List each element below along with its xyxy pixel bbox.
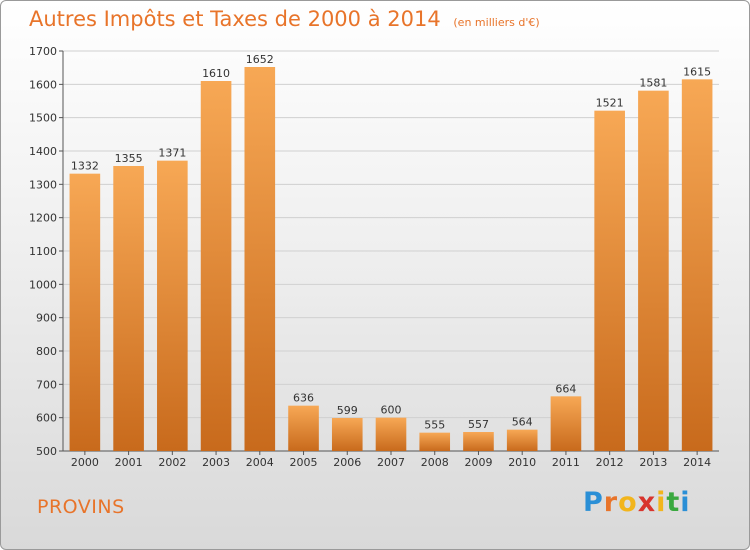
bar <box>419 432 451 451</box>
x-tick-label: 2008 <box>421 456 449 469</box>
y-tick-label: 1700 <box>29 45 57 58</box>
bar <box>331 418 363 451</box>
bar <box>594 110 625 452</box>
proxiti-logo: Proxiti <box>583 487 691 518</box>
y-tick-label: 1300 <box>29 178 57 191</box>
y-tick-label: 1000 <box>29 278 57 291</box>
x-tick-labels: 2000 2001 2002 2003 2004 2005 2006 2007 2008 2009… <box>71 456 711 469</box>
y-tick-label: 1100 <box>29 245 57 258</box>
chart-title: Autres Impôts et Taxes de 2000 à 2014 <box>29 7 441 31</box>
x-tick-label: 2007 <box>377 456 405 469</box>
bar <box>375 417 407 451</box>
y-tick-label: 700 <box>36 378 57 391</box>
data-label: 1615 <box>683 65 711 78</box>
y-tick-label: 900 <box>36 312 57 325</box>
x-tick-label: 2011 <box>552 456 580 469</box>
x-tick-label: 2001 <box>115 456 143 469</box>
bar <box>69 173 101 451</box>
x-tick-label: 2012 <box>596 456 624 469</box>
chart-unit: (en milliers d'€) <box>453 16 540 29</box>
x-tick-label: 2014 <box>683 456 711 469</box>
x-tick-label: 2000 <box>71 456 99 469</box>
data-label: 557 <box>468 418 489 431</box>
bars <box>69 67 713 452</box>
data-label: 600 <box>381 404 402 417</box>
data-labels: 1332 1355 1371 1610 1652 636 599 600 555 557 564 66… <box>71 53 711 432</box>
x-tick-label: 2002 <box>158 456 186 469</box>
x-tick-label: 2013 <box>639 456 667 469</box>
data-label: 555 <box>424 419 445 432</box>
y-tick-label: 800 <box>36 345 57 358</box>
data-label: 636 <box>293 392 314 405</box>
x-tick-label: 2010 <box>508 456 536 469</box>
y-tick-label: 1600 <box>29 78 57 91</box>
x-tick-label: 2005 <box>290 456 318 469</box>
x-tick-label: 2003 <box>202 456 230 469</box>
data-label: 564 <box>512 416 533 429</box>
x-tick-label: 2006 <box>333 456 361 469</box>
x-tick-label: 2004 <box>246 456 274 469</box>
data-label: 1332 <box>71 160 99 173</box>
bar <box>157 160 188 451</box>
bar <box>681 79 713 451</box>
data-label: 1355 <box>115 152 143 165</box>
place-name: PROVINS <box>37 496 125 518</box>
y-tick-label: 500 <box>36 445 57 458</box>
data-label: 1652 <box>246 53 274 66</box>
bar <box>550 396 582 451</box>
chart-title-line: Autres Impôts et Taxes de 2000 à 2014 (e… <box>29 7 540 31</box>
bar <box>638 90 669 452</box>
bar <box>113 166 144 451</box>
bar <box>288 405 319 451</box>
bar <box>200 81 232 451</box>
bar <box>506 429 538 451</box>
bar <box>244 67 276 451</box>
y-tick-label: 1200 <box>29 212 57 225</box>
data-label: 1521 <box>596 97 624 110</box>
data-label: 1371 <box>158 147 186 160</box>
bar <box>463 432 494 451</box>
x-tick-label: 2009 <box>464 456 492 469</box>
data-label: 1581 <box>639 77 667 90</box>
y-tick-label: 600 <box>36 412 57 425</box>
y-tick-label: 1400 <box>29 145 57 158</box>
y-tick-labels: 500 600 700 800 900 1000 1100 1200 1300 1400 1500 1… <box>29 45 57 458</box>
data-label: 664 <box>555 382 576 395</box>
data-label: 599 <box>337 404 358 417</box>
y-tick-label: 1500 <box>29 112 57 125</box>
data-label: 1610 <box>202 67 230 80</box>
